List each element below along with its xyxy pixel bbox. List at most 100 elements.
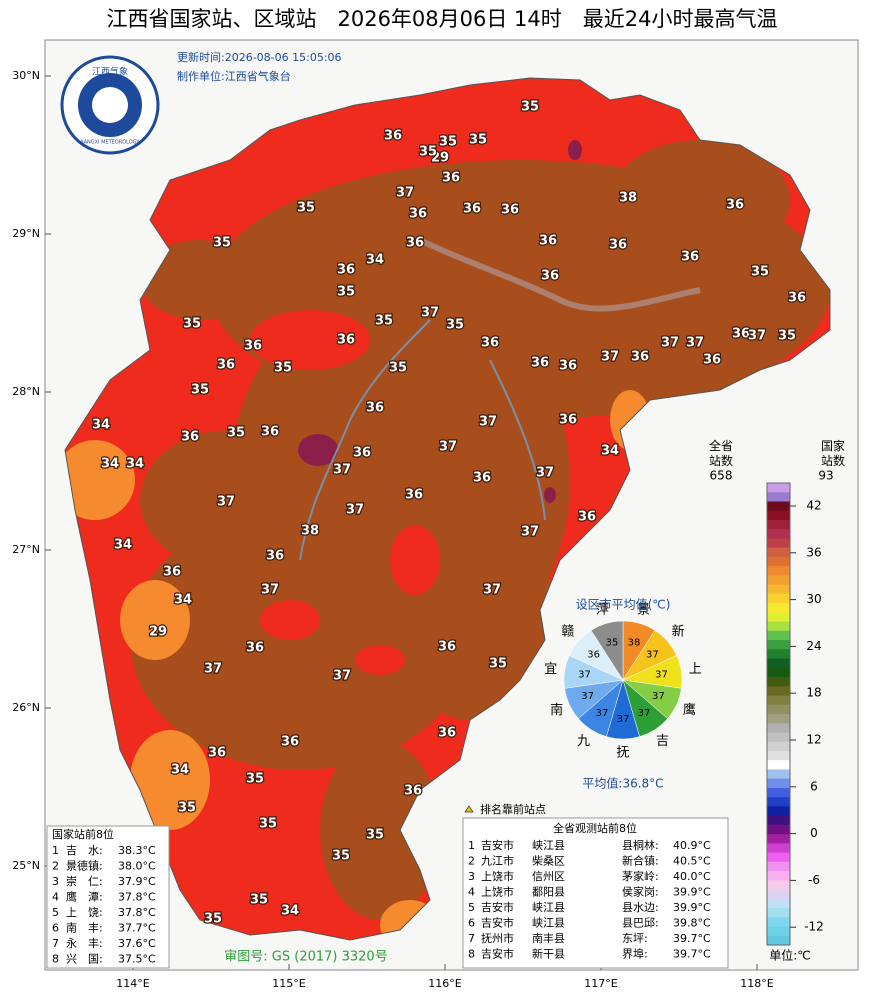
station: 吉 水: bbox=[66, 844, 103, 857]
colorbar-band bbox=[767, 769, 790, 780]
national-top-table: 国家站前8位 1 吉 水: 38.3°C 2 景德镇: 38.0°C 3 崇 仁: 37.9°C 4… bbox=[46, 825, 170, 969]
cell: 县桐林: bbox=[622, 838, 659, 852]
lat-label: 27°N bbox=[12, 543, 40, 556]
pie-name: 九 bbox=[577, 734, 590, 749]
station-value: 37 bbox=[396, 186, 414, 201]
station-value: 35 bbox=[778, 329, 796, 344]
station-value: 34 bbox=[126, 457, 144, 472]
station-value: 35 bbox=[751, 265, 769, 280]
colorbar-label: -12 bbox=[804, 920, 824, 934]
legend: 42 36 30 24 18 12 6 0 -6 -12 全省站数 国家站数 658 93 单位:℃ bbox=[709, 438, 845, 963]
station: 鹰 潭: bbox=[66, 890, 103, 904]
value: 37.5°C bbox=[118, 953, 156, 966]
station-value: 37 bbox=[661, 336, 679, 351]
pie-name: 吉 bbox=[656, 734, 669, 749]
cell: 1 bbox=[468, 839, 475, 852]
station-value: 37 bbox=[686, 336, 704, 351]
cell: 40.9°C bbox=[673, 839, 711, 852]
colorbar-band bbox=[767, 630, 790, 641]
pie-name: 上 bbox=[689, 662, 702, 677]
pie-value: 37 bbox=[596, 708, 609, 719]
cell: 界埠: bbox=[622, 947, 648, 961]
cell: 峡江县 bbox=[532, 838, 565, 852]
lon-label: 114°E bbox=[116, 977, 149, 990]
pie-name: 景 bbox=[637, 602, 650, 617]
rank: 2 bbox=[52, 860, 59, 873]
station-value: 37 bbox=[333, 669, 351, 684]
colorbar-band bbox=[767, 714, 790, 724]
legend-count: 93 bbox=[818, 469, 833, 483]
lon-label: 116°E bbox=[428, 977, 461, 990]
rank: 3 bbox=[52, 875, 59, 888]
colorbar-band bbox=[767, 695, 790, 706]
cell: 上饶市 bbox=[481, 869, 514, 883]
station-value: 35 bbox=[389, 361, 407, 376]
station-value: 36 bbox=[559, 359, 577, 374]
station-value: 29 bbox=[431, 151, 449, 166]
colorbar-band bbox=[767, 843, 790, 854]
lat-label: 28°N bbox=[12, 385, 40, 398]
pie-name: 宜 bbox=[544, 662, 557, 677]
station-value: 35 bbox=[250, 893, 268, 908]
station-value: 34 bbox=[366, 253, 384, 268]
lon-label: 117°E bbox=[584, 977, 617, 990]
station-value: 36 bbox=[281, 735, 299, 750]
station-value: 35 bbox=[213, 236, 231, 251]
cell: 南丰县 bbox=[532, 932, 565, 945]
station-value: 36 bbox=[501, 203, 519, 218]
station-value: 34 bbox=[601, 444, 619, 459]
pie-name: 萍 bbox=[596, 602, 609, 617]
station-value: 37 bbox=[748, 329, 766, 344]
colorbar-label: 30 bbox=[806, 592, 821, 606]
unit: 单位:℃ bbox=[769, 948, 811, 963]
colorbar-band bbox=[767, 538, 790, 549]
colorbar-label: 0 bbox=[810, 826, 818, 840]
cell: 39.9°C bbox=[673, 886, 711, 899]
logo: 江西气象 JIANGXI METEOROLOGY bbox=[60, 55, 160, 155]
legend-count: 658 bbox=[710, 469, 733, 483]
station: 崇 仁: bbox=[66, 875, 103, 888]
rank: 5 bbox=[52, 906, 59, 919]
legend-label: 国家站数 bbox=[821, 438, 845, 468]
colorbar-label: 42 bbox=[806, 499, 821, 513]
station-value: 35 bbox=[274, 361, 292, 376]
station-value: 36 bbox=[609, 238, 627, 253]
station-value: 36 bbox=[246, 641, 264, 656]
station-value: 36 bbox=[337, 333, 355, 348]
value: 37.8°C bbox=[118, 891, 156, 904]
station-value: 36 bbox=[244, 339, 262, 354]
cell: 县水边: bbox=[622, 901, 659, 914]
marker-note: 排名靠前站点 bbox=[480, 802, 546, 816]
cell: 鄱阳县 bbox=[532, 886, 565, 899]
station-value: 36 bbox=[181, 430, 199, 445]
station-value: 35 bbox=[375, 314, 393, 329]
pie-value: 37 bbox=[581, 691, 594, 702]
colorbar-band bbox=[767, 880, 790, 891]
cell: 39.9°C bbox=[673, 901, 711, 914]
value: 38.0°C bbox=[118, 860, 156, 873]
station-value: 35 bbox=[489, 657, 507, 672]
colorbar-band bbox=[767, 871, 790, 881]
axes: 30°N 29°N 28°N 27°N 26°N 25°N 114°E 115°E 116°E 1… bbox=[12, 69, 774, 990]
value: 38.3°C bbox=[118, 844, 156, 857]
station-value: 35 bbox=[227, 426, 245, 441]
station-value: 36 bbox=[578, 510, 596, 525]
station-value: 35 bbox=[178, 801, 196, 816]
colorbar-band bbox=[767, 547, 790, 558]
cell: 吉安市 bbox=[481, 900, 514, 914]
station-value: 37 bbox=[439, 440, 457, 455]
lat-label: 25°N bbox=[12, 859, 40, 872]
colorbar-band bbox=[767, 908, 790, 918]
station-value: 35 bbox=[204, 912, 222, 927]
pie-name: 抚 bbox=[616, 746, 629, 761]
colorbar-band bbox=[767, 732, 790, 743]
colorbar-band bbox=[767, 815, 790, 826]
pie-title: 设区市平均值(℃) bbox=[576, 597, 671, 612]
station: 永 丰: bbox=[66, 936, 103, 950]
title: 江西省国家站、区域站 2026年08月06日 14时 最近24小时最高气温 bbox=[106, 7, 777, 31]
pie-value: 37 bbox=[617, 714, 630, 725]
colorbar-label: 36 bbox=[806, 545, 821, 559]
colorbar-band bbox=[767, 677, 790, 687]
station-value: 37 bbox=[536, 466, 554, 481]
